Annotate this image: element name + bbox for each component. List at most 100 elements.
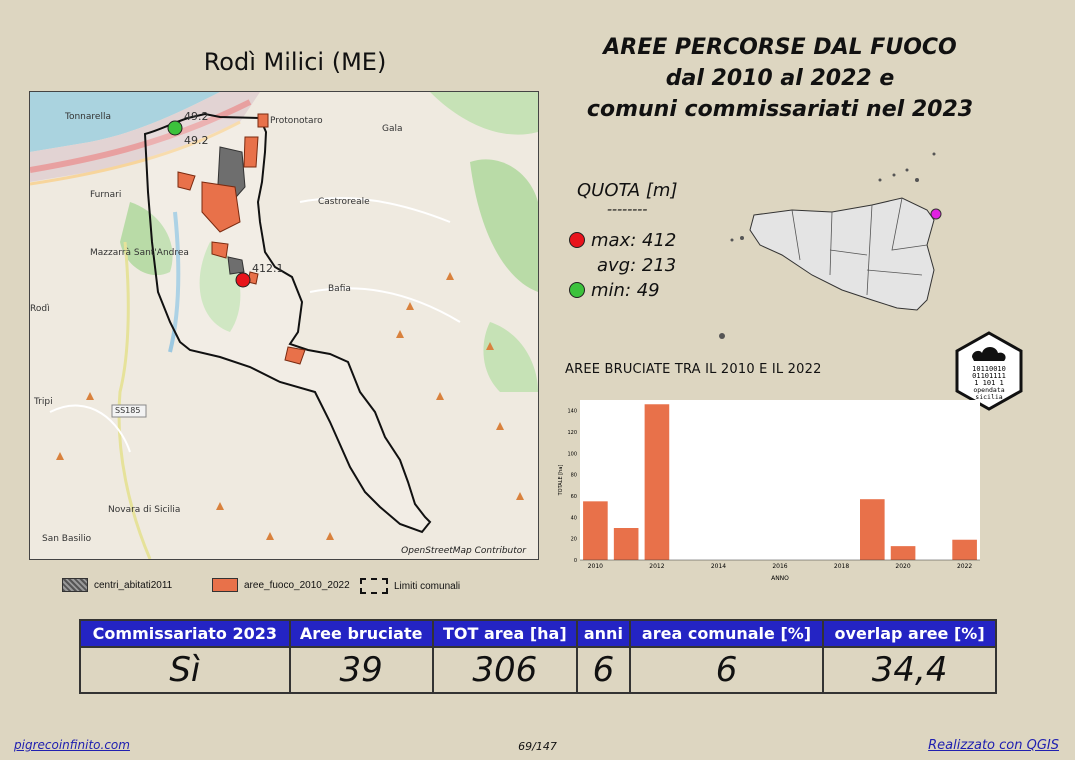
municipality-location-marker [930, 208, 942, 220]
summary-table: Commissariato 2023 Aree bruciate TOT are… [79, 619, 997, 694]
elevation-panel: QUOTA [m] -------- max: 412 avg: 213 min… [565, 180, 715, 301]
logo-binary-2: 01101111 [972, 372, 1006, 380]
point-label: 49.2 [184, 110, 209, 123]
place-label: Tonnarella [65, 112, 111, 122]
page-number: 69/147 [518, 740, 557, 753]
chart-bar [860, 499, 885, 560]
green-area [470, 159, 538, 292]
green-area [483, 322, 538, 392]
place-label: Rodì [30, 304, 50, 314]
sicily-island [749, 197, 935, 311]
peak-markers [56, 272, 524, 540]
chart-plot-area [580, 400, 980, 560]
value-overlap: 34,4 [822, 646, 997, 694]
table-row: Sì 39 306 6 6 34,4 [79, 646, 997, 694]
chart-bar [952, 539, 977, 560]
burned-area [243, 136, 259, 168]
municipality-map[interactable]: Tonnarella Furnari Mazzarrà Sant'Andrea … [29, 91, 539, 560]
main-title: AREE PERCORSE DAL FUOCO dal 2010 al 2022… [560, 32, 1000, 125]
burned-area [177, 171, 196, 191]
value-commissariato: Sì [79, 646, 291, 694]
max-elevation-point [235, 272, 251, 288]
value-tot-area: 306 [431, 646, 578, 694]
y-tick-label: 100 [567, 451, 577, 457]
elevation-min-row: min: 49 [569, 280, 660, 301]
logo-binary-1: 10110010 [972, 365, 1006, 373]
value-area-comunale: 6 [628, 646, 825, 694]
logo-binary-3: 1 101 1 [974, 379, 1004, 387]
place-label: San Basilio [42, 534, 92, 544]
legend-item-boundary: Limiti comunali [360, 578, 460, 594]
province-borders [791, 197, 928, 296]
header-overlap: overlap aree [%] [822, 619, 997, 648]
burned-area [284, 346, 306, 365]
y-tick-label: 0 [574, 558, 577, 564]
title-line-2: dal 2010 al 2022 e [665, 66, 895, 91]
chart-bar [890, 546, 916, 560]
elevation-max-row: max: 412 [569, 230, 676, 251]
place-label: Novara di Sicilia [108, 505, 181, 515]
chart-bar [644, 404, 670, 560]
map-legend: centri_abitati2011 aree_fuoco_2010_2022 … [62, 576, 522, 596]
chart-bar [583, 501, 608, 560]
x-tick-label: 2022 [957, 563, 972, 570]
value-anni: 6 [575, 646, 631, 694]
table-header-row: Commissariato 2023 Aree bruciate TOT are… [79, 619, 997, 648]
x-tick-label: 2020 [895, 563, 910, 570]
y-tick-label: 40 [571, 515, 577, 521]
x-axis-label: ANNO [771, 575, 789, 582]
qgis-credit-link[interactable]: Realizzato con QGIS [928, 738, 1059, 753]
burned-area [257, 113, 269, 128]
header-aree-bruciate: Aree bruciate [288, 619, 434, 648]
header-area-comunale: area comunale [%] [628, 619, 825, 648]
logo-caption-1: opendata [973, 386, 1004, 394]
road-label: SS185 [115, 406, 141, 415]
green-dot-icon [569, 282, 585, 298]
municipality-title: Rodì Milici (ME) [203, 48, 387, 76]
red-dot-icon [569, 232, 585, 248]
place-label: Mazzarrà Sant'Andrea [90, 248, 189, 258]
elevation-separator: -------- [607, 202, 648, 218]
coastal-road [30, 120, 241, 186]
title-line-1: AREE PERCORSE DAL FUOCO [603, 35, 957, 60]
y-axis-label: TOTALE [ha] [558, 465, 564, 497]
x-tick-label: 2014 [711, 563, 726, 570]
legend-label: Limiti comunali [394, 580, 461, 592]
place-label: Gala [382, 124, 403, 134]
chart-bars [583, 404, 977, 560]
place-label: Furnari [90, 190, 122, 200]
opendata-sicilia-logo: 10110010 01101111 1 101 1 opendata sicil… [955, 331, 1023, 411]
x-tick-label: 2018 [834, 563, 849, 570]
green-area [120, 202, 173, 276]
min-elevation-point [167, 120, 183, 136]
elevation-title: QUOTA [m] [577, 180, 678, 201]
y-tick-label: 120 [567, 430, 577, 436]
sea-area [30, 92, 220, 152]
header-tot-area: TOT area [ha] [431, 619, 578, 648]
local-road [299, 197, 451, 223]
place-label: Castroreale [318, 197, 370, 207]
dashed-swatch-icon [360, 578, 388, 594]
website-link[interactable]: pigrecoinfinito.com [14, 738, 130, 752]
logo-caption-2: sicilia [975, 393, 1002, 401]
local-road [49, 404, 131, 453]
header-commissariato: Commissariato 2023 [79, 619, 291, 648]
map-canvas [30, 92, 538, 559]
legend-item-built-up: centri_abitati2011 [62, 578, 172, 592]
x-tick-label: 2012 [649, 563, 664, 570]
y-tick-label: 80 [571, 473, 577, 479]
elevation-avg: avg: 213 [597, 255, 677, 276]
x-tick-label: 2010 [588, 563, 603, 570]
provincial-road [117, 241, 152, 559]
elevation-min: min: 49 [591, 280, 660, 301]
burned-area [201, 181, 241, 233]
title-line-3: comuni commissariati nel 2023 [586, 97, 974, 122]
y-tick-label: 20 [571, 537, 577, 543]
chart-title: AREE BRUCIATE TRA IL 2010 E IL 2022 [565, 362, 822, 377]
place-label: Tripi [34, 397, 53, 407]
elevation-max: max: 412 [591, 230, 677, 251]
x-tick-label: 2016 [772, 563, 787, 570]
legend-label: aree_fuoco_2010_2022 [244, 579, 350, 591]
value-aree-bruciate: 39 [288, 646, 434, 694]
